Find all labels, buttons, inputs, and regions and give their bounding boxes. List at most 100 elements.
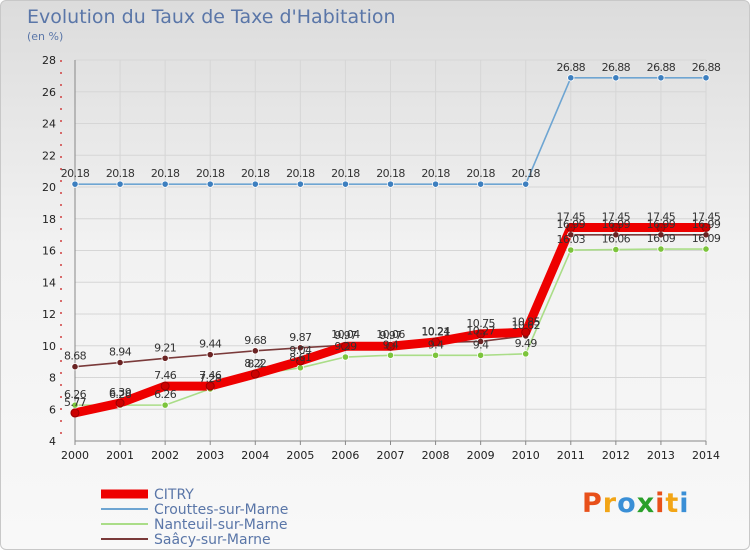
data-point — [71, 180, 79, 188]
data-point — [71, 363, 79, 371]
data-point — [522, 180, 530, 188]
data-point — [702, 74, 710, 82]
data-label: 16.09 — [692, 232, 721, 245]
data-point — [477, 180, 485, 188]
x-tick-label: 2013 — [647, 449, 675, 462]
x-tick-label: 2012 — [602, 449, 630, 462]
data-label: 8.2 — [247, 357, 263, 370]
data-label: 10.04 — [331, 328, 360, 341]
data-label: 20.18 — [241, 167, 270, 180]
data-point — [115, 398, 125, 408]
logo-letter: x — [636, 488, 656, 519]
y-tick-label: 26 — [42, 86, 56, 99]
data-label: 8.94 — [109, 346, 132, 359]
x-tick-label: 2001 — [106, 449, 134, 462]
data-label: 9.29 — [334, 340, 357, 353]
data-point — [116, 358, 124, 367]
data-point — [161, 180, 169, 188]
data-label: 20.18 — [421, 167, 450, 180]
data-point — [521, 327, 531, 337]
x-tick-label: 2005 — [286, 449, 314, 462]
data-label: 16.99 — [602, 218, 631, 231]
data-label: 9.04 — [289, 344, 312, 357]
data-label: 6.26 — [64, 388, 87, 401]
data-label: 17.45 — [557, 210, 586, 223]
x-tick-label: 2009 — [467, 449, 495, 462]
y-tick-label: 10 — [42, 340, 56, 353]
data-point — [431, 337, 441, 347]
data-label: 6.26 — [109, 388, 132, 401]
legend: CITRYCrouttes-sur-MarneNanteuil-sur-Marn… — [101, 487, 288, 548]
y-axis-ticks: 4 6 8 10 12 14 16 18 20 22 24 26 28 — [42, 54, 56, 448]
data-label: 9.87 — [289, 331, 312, 344]
data-label: 9.4 — [473, 338, 489, 351]
data-label: 16.03 — [557, 233, 586, 246]
x-tick-label: 2010 — [512, 449, 540, 462]
data-point — [522, 350, 530, 358]
data-label: 9.97 — [334, 329, 357, 342]
legend-label: Saâcy-sur-Marne — [154, 532, 271, 548]
data-label: 16.99 — [692, 218, 721, 231]
logo-letter: i — [655, 488, 666, 519]
data-label: 8.68 — [64, 350, 87, 363]
data-point — [386, 180, 395, 188]
data-point — [612, 74, 620, 82]
x-tick-label: 2002 — [151, 449, 179, 462]
data-point — [116, 180, 124, 188]
x-tick-label: 2011 — [557, 449, 585, 462]
data-label: 20.18 — [196, 167, 225, 180]
data-label: 9.21 — [154, 341, 176, 354]
y-tick-label: 8 — [49, 372, 56, 385]
data-label: 17.45 — [647, 210, 676, 223]
data-point — [611, 222, 621, 232]
y-tick-label: 4 — [49, 435, 56, 448]
data-point — [566, 222, 576, 232]
logo-letter: i — [679, 488, 690, 519]
data-label: 17.45 — [602, 210, 631, 223]
logo-letter: t — [665, 488, 680, 519]
data-point — [476, 329, 486, 339]
x-axis-ticks: 2000 2001 2002 2003 2004 2005 2006 2007 2008 2009… — [61, 441, 720, 462]
data-point — [205, 381, 215, 391]
data-point — [206, 351, 214, 359]
data-point — [160, 381, 170, 391]
y-tick-label: 18 — [42, 213, 56, 226]
data-label: 9.49 — [515, 337, 538, 350]
data-label: 10.06 — [376, 328, 405, 341]
data-point — [296, 180, 304, 188]
data-label: 10.62 — [511, 319, 540, 332]
data-label: 20.18 — [511, 167, 540, 180]
y-tick-label: 24 — [42, 118, 56, 131]
chart-title: Evolution du Taux de Taxe d'Habitation — [27, 6, 396, 28]
data-label: 6.39 — [109, 386, 132, 399]
data-label: 26.88 — [557, 61, 586, 74]
data-point — [567, 74, 575, 82]
data-label: 8.22 — [244, 357, 266, 370]
data-point — [341, 353, 350, 361]
x-tick-label: 2007 — [377, 449, 405, 462]
data-point — [250, 369, 260, 379]
data-point — [251, 347, 259, 355]
legend-label: CITRY — [154, 487, 194, 503]
data-point — [386, 351, 395, 359]
data-point — [386, 341, 395, 351]
data-point — [656, 222, 666, 232]
x-tick-label: 2000 — [61, 449, 89, 462]
y-tick-label: 16 — [42, 245, 56, 258]
data-label: 10.24 — [421, 325, 450, 338]
data-label: 20.18 — [151, 167, 180, 180]
data-point — [161, 401, 169, 409]
data-point — [657, 74, 665, 82]
data-label: 8.61 — [289, 351, 311, 364]
data-point — [296, 344, 304, 352]
data-label: 7.46 — [199, 369, 222, 382]
data-point — [431, 351, 440, 359]
data-label: 26.88 — [692, 61, 721, 74]
y-tick-label: 6 — [49, 403, 56, 416]
data-label: 6.26 — [154, 388, 177, 401]
y-tick-label: 14 — [42, 276, 56, 289]
data-label: 26.88 — [602, 61, 631, 74]
data-label: 9.4 — [428, 338, 444, 351]
data-point — [701, 222, 711, 232]
data-label: 10.21 — [421, 325, 450, 338]
